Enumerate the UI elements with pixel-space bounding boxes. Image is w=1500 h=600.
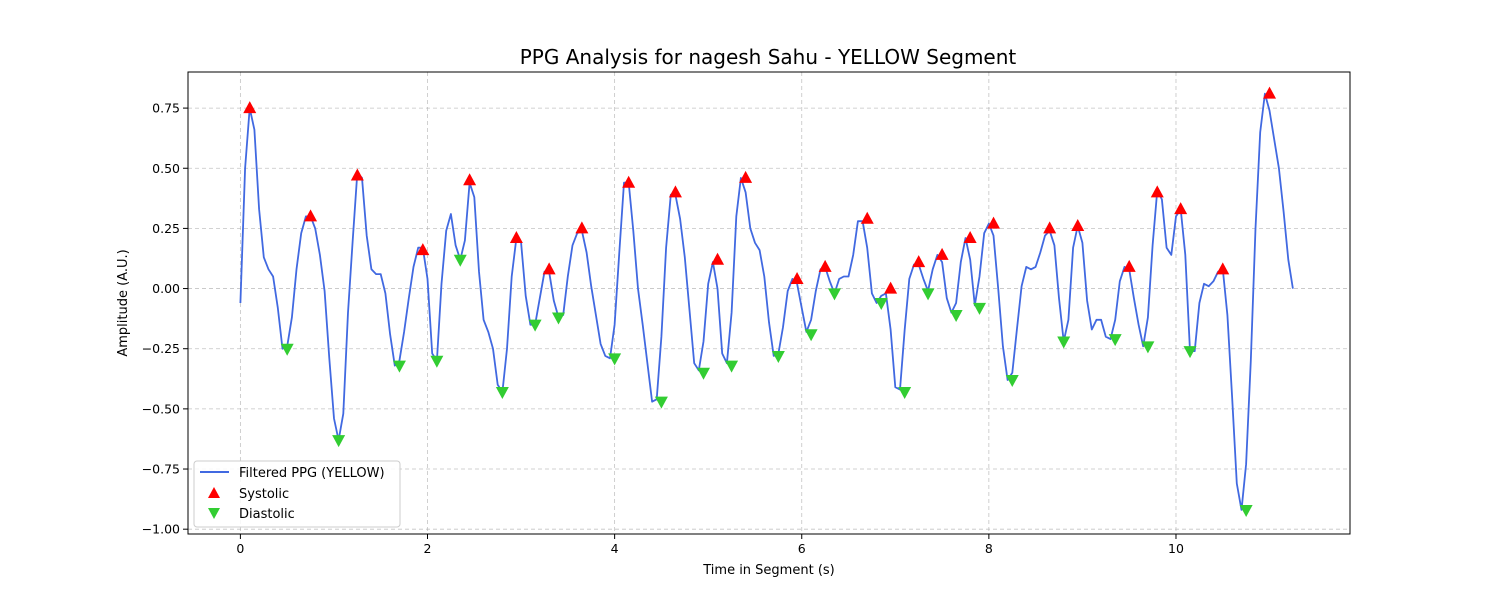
x-tick-label: 8 — [985, 541, 993, 556]
legend-systolic-marker — [208, 487, 220, 498]
peak-marker-layer — [243, 86, 1277, 517]
plot-area-frame — [187, 71, 1351, 535]
diastolic-marker — [1057, 336, 1071, 349]
legend: Filtered PPG (YELLOW) Systolic Diastolic — [193, 460, 401, 528]
legend-box — [193, 460, 401, 528]
diastolic-marker — [827, 288, 841, 301]
y-tick-label: 0.50 — [152, 161, 180, 176]
y-tick-label: −0.75 — [142, 462, 180, 477]
systolic-marker — [963, 231, 977, 244]
systolic-marker — [350, 168, 364, 181]
grid-lines — [188, 72, 1350, 534]
systolic-marker — [463, 173, 477, 186]
systolic-marker — [1150, 185, 1164, 198]
systolic-marker — [575, 221, 589, 234]
y-axis-ticks: −1.00 −0.75 −0.50 −0.25 0.00 0.25 0.50 0.75 — [142, 101, 188, 537]
systolic-marker — [912, 255, 926, 268]
diastolic-marker — [1141, 341, 1155, 354]
x-tick-label: 6 — [798, 541, 806, 556]
systolic-marker — [509, 231, 523, 244]
diastolic-marker — [453, 254, 467, 267]
systolic-marker — [1216, 262, 1230, 275]
diastolic-marker — [551, 312, 565, 325]
systolic-marker — [711, 252, 725, 265]
diastolic-marker — [654, 396, 668, 409]
diastolic-marker — [725, 360, 739, 373]
diastolic-marker — [1183, 346, 1197, 359]
systolic-marker — [860, 211, 874, 224]
legend-diastolic-marker — [208, 508, 220, 519]
systolic-marker — [1122, 259, 1136, 272]
y-tick-label: 0.25 — [152, 221, 180, 236]
diastolic-marker — [1239, 504, 1253, 517]
systolic-marker — [542, 262, 556, 275]
systolic-marker — [935, 247, 949, 260]
systolic-marker — [818, 259, 832, 272]
diastolic-marker — [1005, 375, 1019, 387]
y-tick-label: −0.50 — [142, 401, 180, 416]
systolic-marker — [790, 271, 804, 284]
systolic-marker — [1043, 221, 1057, 234]
diastolic-marker — [1108, 334, 1122, 347]
diastolic-marker — [332, 435, 346, 448]
diastolic-marker — [392, 360, 406, 373]
diastolic-marker — [528, 319, 542, 332]
diastolic-marker — [804, 329, 818, 342]
legend-label-ppg: Filtered PPG (YELLOW) — [239, 466, 385, 481]
systolic-marker — [416, 243, 430, 256]
systolic-marker — [1071, 219, 1085, 231]
systolic-marker — [243, 101, 257, 114]
diastolic-marker — [973, 302, 987, 315]
y-axis-label: Amplitude (A.U.) — [116, 249, 131, 356]
systolic-marker — [668, 185, 682, 198]
diastolic-marker — [495, 387, 509, 400]
systolic-marker — [622, 175, 636, 188]
legend-label-diastolic: Diastolic — [239, 507, 295, 522]
x-tick-label: 4 — [611, 541, 619, 556]
diastolic-marker — [949, 310, 963, 323]
systolic-marker — [884, 281, 898, 294]
ppg-line-layer — [239, 92, 1294, 511]
systolic-marker — [739, 170, 753, 183]
y-tick-label: 0.00 — [152, 281, 180, 296]
y-tick-label: −0.25 — [142, 341, 180, 356]
diastolic-marker — [697, 367, 711, 380]
systolic-marker — [1263, 86, 1277, 99]
diastolic-marker — [921, 288, 935, 301]
x-tick-label: 2 — [424, 541, 432, 556]
chart-title: PPG Analysis for nagesh Sahu - YELLOW Se… — [520, 45, 1017, 69]
systolic-marker — [987, 216, 1001, 229]
x-axis-label: Time in Segment (s) — [702, 563, 834, 578]
ppg-signal-line — [239, 92, 1294, 511]
diastolic-marker — [280, 343, 294, 356]
systolic-marker — [304, 209, 318, 222]
x-tick-label: 10 — [1168, 541, 1184, 556]
diastolic-marker — [771, 350, 785, 363]
legend-label-systolic: Systolic — [239, 487, 289, 502]
diastolic-marker — [430, 355, 444, 368]
systolic-marker — [1174, 202, 1188, 215]
y-tick-label: −1.00 — [142, 522, 180, 537]
x-axis-ticks: 0 2 4 6 8 10 — [236, 534, 1184, 556]
y-tick-label: 0.75 — [152, 101, 180, 116]
diastolic-marker — [874, 298, 888, 310]
diastolic-marker — [898, 387, 912, 400]
diastolic-marker — [608, 353, 622, 366]
x-tick-label: 0 — [236, 541, 244, 556]
